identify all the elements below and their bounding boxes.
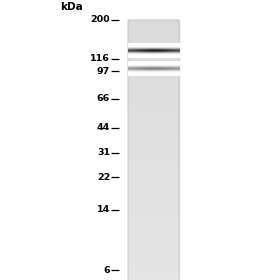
Text: 66: 66 xyxy=(97,94,110,103)
Text: 44: 44 xyxy=(97,123,110,132)
Text: 6: 6 xyxy=(103,266,110,275)
Bar xyxy=(128,20,179,280)
Text: 22: 22 xyxy=(97,173,110,182)
Text: 14: 14 xyxy=(97,205,110,214)
Text: 31: 31 xyxy=(97,148,110,157)
Text: 116: 116 xyxy=(90,54,110,63)
Text: 97: 97 xyxy=(97,67,110,76)
Text: kDa: kDa xyxy=(60,2,83,12)
Text: 200: 200 xyxy=(90,15,110,24)
